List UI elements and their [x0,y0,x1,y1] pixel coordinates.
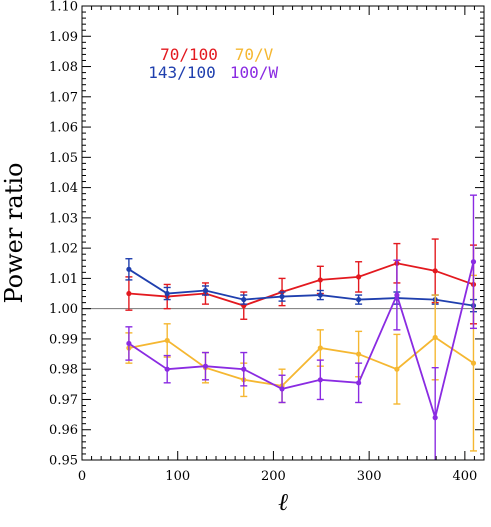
data-point [470,360,477,366]
y-tick-label: 0.95 [49,454,78,469]
data-point [164,290,170,297]
data-point [356,274,362,280]
y-tick-label: 1.08 [49,60,78,75]
y-tick-label: 1.09 [49,30,78,45]
x-axis-label: ℓ [278,488,288,516]
data-point [279,386,285,392]
series-line [128,336,474,387]
data-point [241,296,247,303]
legend-entry: 100/W [230,63,279,82]
data-point [394,292,400,298]
data-point [432,415,438,421]
legend-entry: 70/100 [160,45,218,64]
x-tick-label: 200 [261,469,286,484]
data-point [164,337,170,344]
series-line [128,262,474,307]
data-point [126,266,132,272]
data-point [126,290,132,297]
y-tick-label: 1.07 [49,90,78,105]
legend-entry: 143/100 [148,63,215,82]
data-point [317,292,323,298]
data-point [356,351,362,357]
x-tick-label: 100 [165,469,190,484]
y-tick-label: 1.01 [49,272,78,287]
data-point [432,334,438,341]
y-tick-label: 1.00 [49,302,78,317]
data-point [432,268,438,274]
data-layer [82,194,484,460]
legend-entry: 70/V [235,45,274,64]
data-point [202,287,209,294]
x-tick-label: 400 [452,469,477,484]
y-tick-label: 0.96 [49,423,78,438]
data-point [241,366,247,372]
data-point [470,259,477,265]
data-point [317,377,323,383]
y-tick-label: 1.05 [49,151,78,166]
y-axis-label: Power ratio [0,162,28,303]
y-tick-label: 0.98 [49,363,78,378]
y-tick-label: 1.02 [49,242,78,257]
legend: 70/100 70/V 143/100 100/W [148,45,278,82]
data-point [164,366,170,372]
y-tick-label: 1.06 [49,121,78,136]
series-70-v [125,274,477,452]
data-point [202,363,209,369]
y-tick-label: 1.03 [49,211,78,226]
data-point [394,366,400,372]
data-point [279,293,285,300]
data-point [356,296,362,303]
data-point [317,277,323,283]
series-100-w [125,194,477,460]
data-point [126,340,132,347]
series-70-100 [125,238,477,325]
x-tick-label: 0 [78,469,86,484]
data-point [317,345,323,351]
series-line [128,268,474,307]
series-143-100 [125,258,477,313]
y-tick-label: 1.04 [49,181,78,196]
series-line [128,261,475,421]
y-tick-label: 0.99 [49,332,78,347]
tick-layer: 0 100 200 300 400 0.95 0.96 0.97 0.98 0.99 1.00 1.0… [49,0,485,484]
data-point [356,380,362,386]
plot-frame [81,5,485,461]
y-tick-label: 0.97 [49,393,78,408]
x-tick-label: 300 [357,469,382,484]
y-tick-label: 1.10 [49,0,78,15]
